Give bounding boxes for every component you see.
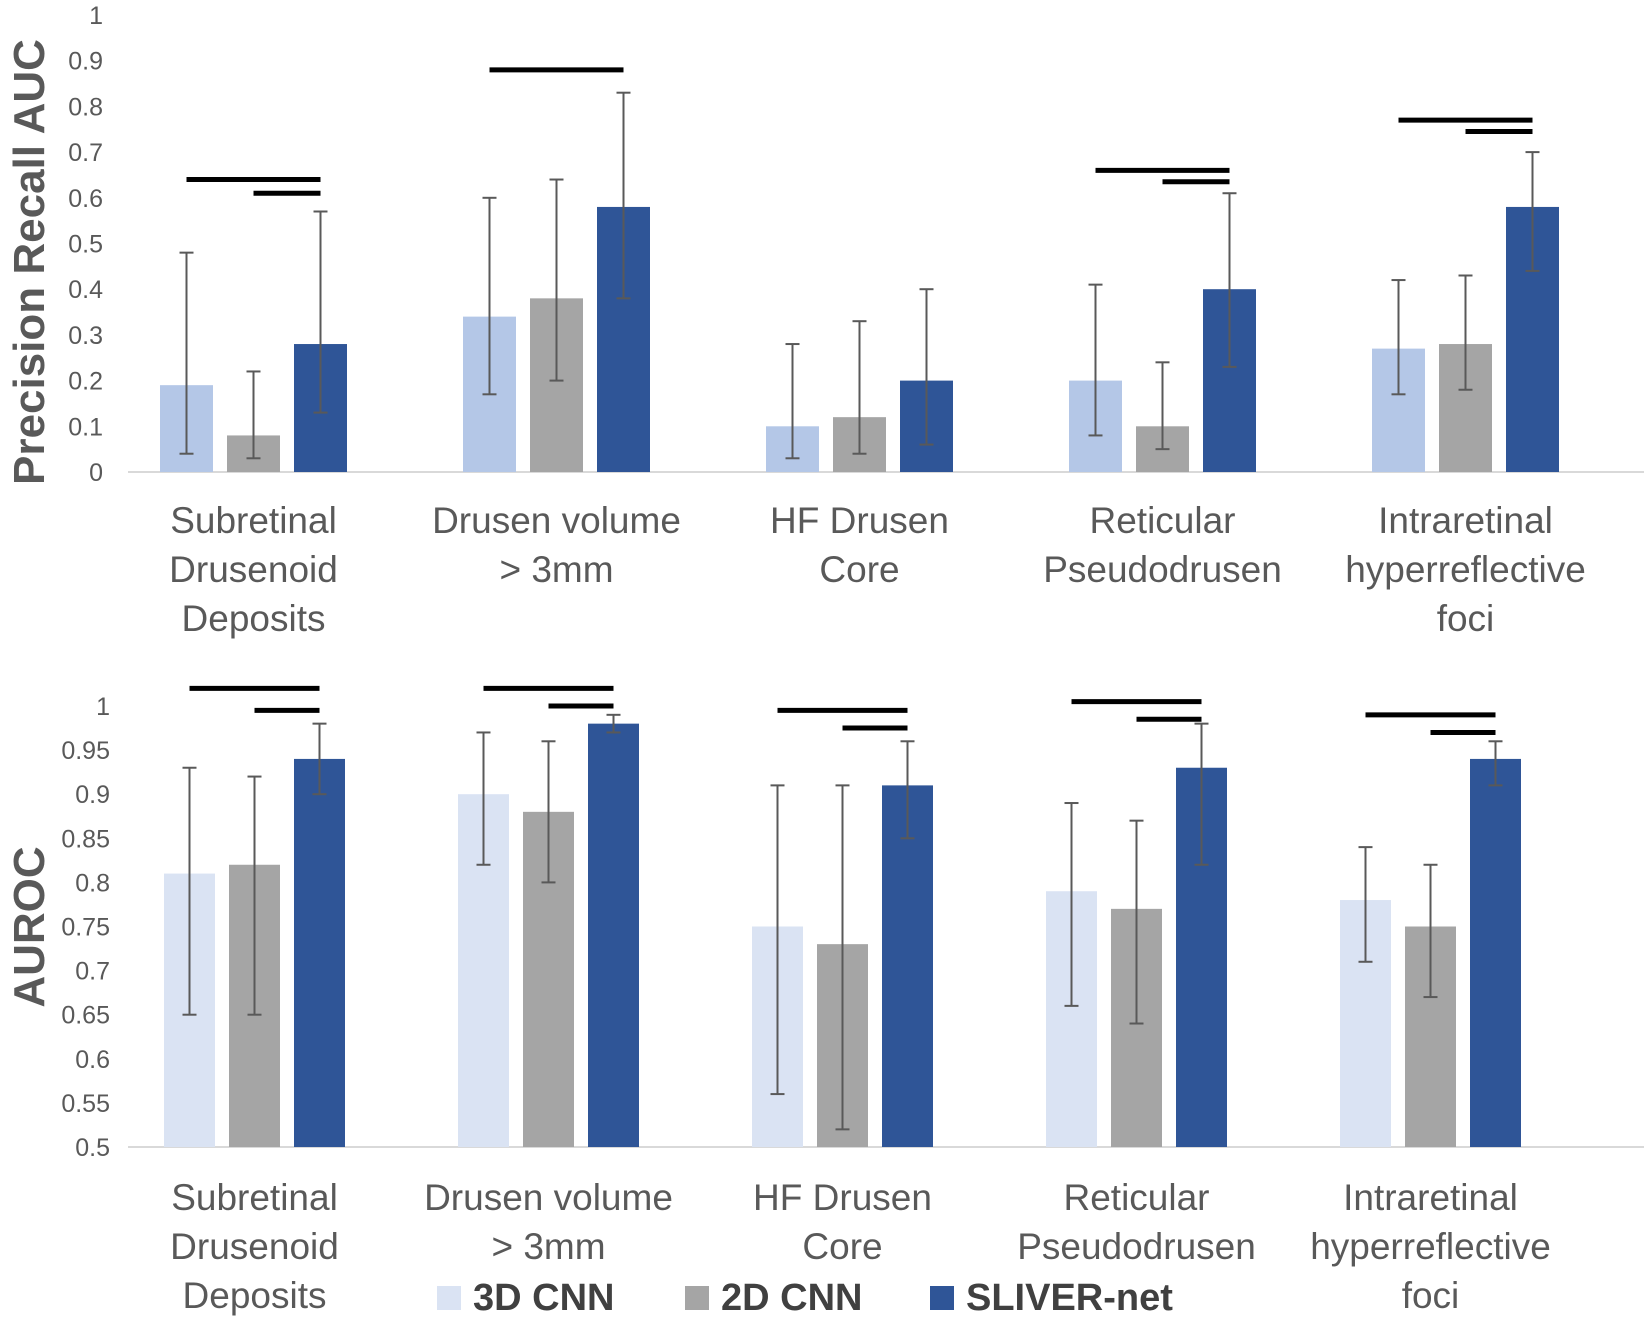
pr-auc-category-label: hyperreflective — [1345, 549, 1586, 590]
auroc-category-label: Subretinal — [171, 1177, 338, 1218]
pr-auc-category-label: Core — [819, 549, 899, 590]
pr-auc-ytick-label: 0.5 — [68, 231, 103, 259]
pr-auc-category-label: Drusenoid — [169, 549, 338, 590]
auroc-category-label: Deposits — [183, 1275, 327, 1316]
pr-auc-ytick-label: 0.9 — [68, 48, 103, 76]
auroc-category-label: Intraretinal — [1343, 1177, 1518, 1218]
auroc-category-label: Drusen volume — [424, 1177, 673, 1218]
pr-auc-category-label: Subretinal — [170, 500, 337, 541]
legend-label-2d-cnn: 2D CNN — [721, 1277, 862, 1319]
pr-auc-category-label: Intraretinal — [1378, 500, 1553, 541]
pr-auc-ytick-label: 0 — [89, 459, 103, 487]
auroc-bar-sliver-net — [882, 785, 933, 1147]
pr-auc-ytick-label: 1 — [89, 2, 103, 30]
auroc-category-label: Pseudodrusen — [1017, 1226, 1256, 1267]
auroc-ytick-label: 0.6 — [75, 1046, 110, 1074]
legend-swatch-3d-cnn — [437, 1286, 461, 1310]
auroc-ytick-label: 0.95 — [61, 737, 110, 765]
auroc-category-label: HF Drusen — [753, 1177, 932, 1218]
pr-auc-y-axis-label: Precision Recall AUC — [5, 39, 54, 485]
pr-auc-category-label: HF Drusen — [770, 500, 949, 541]
legend-label-sliver-net: SLIVER-net — [966, 1277, 1173, 1319]
auroc-bar-sliver-net — [588, 723, 639, 1147]
pr-auc-ytick-label: 0.2 — [68, 368, 103, 396]
pr-auc-ytick-label: 0.3 — [68, 322, 103, 350]
auroc-ytick-label: 0.75 — [61, 914, 110, 942]
auroc-category-label: Drusenoid — [170, 1226, 339, 1267]
auroc-ytick-label: 0.55 — [61, 1090, 110, 1118]
auroc-bar-sliver-net — [294, 758, 345, 1147]
pr-auc-category-label: Drusen volume — [432, 500, 681, 541]
pr-auc-ytick-label: 0.4 — [68, 276, 103, 304]
auroc-ytick-label: 0.65 — [61, 1002, 110, 1030]
pr-auc-ytick-label: 0.1 — [68, 413, 103, 441]
auroc-y-axis-label: AUROC — [5, 846, 54, 1007]
pr-auc-category-label: > 3mm — [499, 549, 613, 590]
auroc-ytick-label: 0.9 — [75, 781, 110, 809]
auroc-ytick-label: 0.5 — [75, 1134, 110, 1162]
auroc-bar-sliver-net — [1470, 758, 1521, 1147]
pr-auc-ytick-label: 0.8 — [68, 93, 103, 121]
pr-auc-category-label: Pseudodrusen — [1043, 549, 1282, 590]
legend-swatch-sliver-net — [930, 1286, 954, 1310]
legend-label-3d-cnn: 3D CNN — [473, 1277, 614, 1319]
auroc-ytick-label: 0.8 — [75, 869, 110, 897]
auroc-category-label: > 3mm — [491, 1226, 605, 1267]
pr-auc-ytick-label: 0.6 — [68, 185, 103, 213]
auroc-ytick-label: 0.85 — [61, 825, 110, 853]
pr-auc-category-label: foci — [1437, 598, 1495, 639]
auroc-category-label: hyperreflective — [1310, 1226, 1551, 1267]
pr-auc-category-label: Deposits — [182, 598, 326, 639]
pr-auc-category-label: Reticular — [1090, 500, 1236, 541]
auroc-category-label: Reticular — [1064, 1177, 1210, 1218]
auroc-ytick-label: 1 — [96, 693, 110, 721]
auroc-category-label: Core — [802, 1226, 882, 1267]
auroc-category-label: foci — [1402, 1275, 1460, 1316]
auroc-ytick-label: 0.7 — [75, 958, 110, 986]
pr-auc-ytick-label: 0.7 — [68, 139, 103, 167]
legend-swatch-2d-cnn — [685, 1286, 709, 1310]
